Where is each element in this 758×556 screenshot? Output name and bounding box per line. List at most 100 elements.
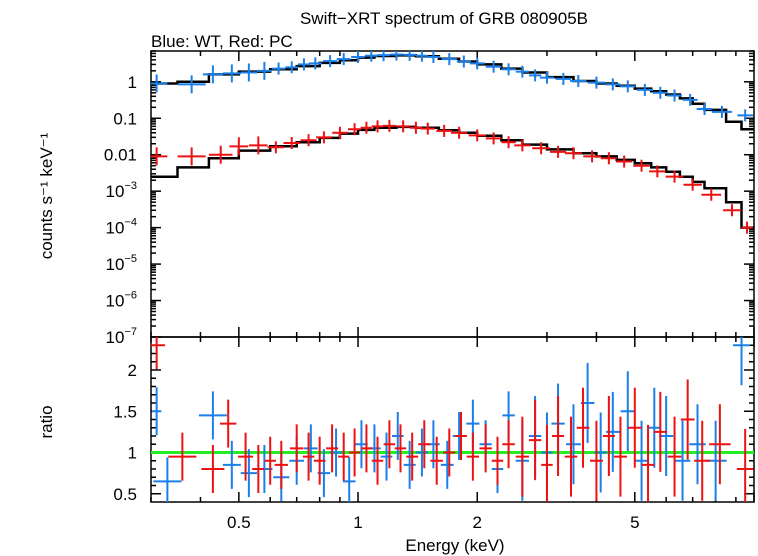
- data-point-pc: [229, 137, 249, 156]
- data-point-wt: [501, 63, 516, 76]
- ratio-point-pc: [552, 396, 565, 476]
- data-point-wt: [456, 55, 471, 68]
- data-point-pc: [409, 121, 423, 134]
- data-point-pc: [360, 121, 373, 134]
- data-point-pc: [267, 141, 285, 154]
- ratio-frame: [150, 336, 755, 503]
- ratio-point-pc: [736, 429, 754, 502]
- data-point-wt: [222, 64, 241, 83]
- data-point-wt: [528, 69, 542, 82]
- ratio-data: [151, 337, 754, 502]
- spectrum-data: [151, 51, 754, 234]
- ratio-point-pc: [680, 379, 695, 460]
- data-point-wt: [696, 102, 713, 115]
- ratio-point-pc: [348, 428, 361, 477]
- data-point-wt: [667, 89, 683, 102]
- data-point-pc: [485, 132, 502, 145]
- data-point-wt: [151, 74, 168, 93]
- data-point-pc: [436, 124, 452, 137]
- ratio-point-pc: [589, 420, 603, 501]
- data-point-pc: [177, 147, 206, 166]
- data-point-pc: [450, 126, 468, 139]
- ratio-point-pc: [641, 424, 655, 502]
- y-tick-label: 0.01: [104, 146, 137, 165]
- ratio-point-pc: [455, 412, 467, 460]
- chart-title: Swift−XRT spectrum of GRB 080905B: [300, 9, 588, 28]
- x-tick-label: 2: [473, 513, 482, 532]
- ratio-point-wt: [674, 420, 691, 501]
- ratio-point-wt: [222, 440, 241, 489]
- data-point-wt: [240, 63, 257, 82]
- data-point-pc: [501, 136, 516, 149]
- y-tick-label: 10−6: [106, 290, 137, 311]
- spectrum-y-axis-label: counts s⁻¹ keV⁻¹: [37, 132, 56, 259]
- data-point-wt: [469, 57, 485, 70]
- ratio-point-pc: [627, 387, 642, 468]
- ratio-point-pc: [360, 424, 373, 473]
- data-point-wt: [308, 57, 322, 70]
- ratio-point-wt: [304, 424, 318, 473]
- ratio-point-wt: [380, 432, 393, 481]
- data-point-wt: [570, 75, 587, 88]
- chart-subtitle: Blue: WT, Red: PC: [151, 32, 293, 51]
- ratio-point-pc: [515, 416, 529, 497]
- ratio-point-pc: [313, 436, 326, 485]
- data-point-pc: [532, 142, 551, 155]
- ratio-point-pc: [274, 440, 288, 489]
- data-point-wt: [322, 55, 338, 68]
- data-point-wt: [202, 65, 223, 84]
- ratio-point-pc: [541, 424, 553, 502]
- data-point-pc: [347, 123, 362, 136]
- ratio-panel: 0.5 1 2 5 0.5 1 1.5 2: [113, 336, 755, 532]
- ratio-point-wt: [342, 457, 356, 502]
- data-point-wt: [177, 75, 206, 94]
- ratio-point-pc: [394, 424, 407, 473]
- data-point-pc: [316, 131, 332, 144]
- data-point-pc: [723, 204, 741, 217]
- data-point-pc: [701, 188, 722, 201]
- x-tick-label: 0.5: [227, 513, 251, 532]
- ratio-y-axis-label: ratio: [37, 405, 56, 438]
- data-point-wt: [256, 61, 272, 80]
- data-point-wt: [539, 71, 555, 84]
- data-point-wt: [619, 80, 636, 93]
- ratio-point-pc: [443, 428, 456, 477]
- x-tick-label: 5: [630, 513, 639, 532]
- data-point-pc: [332, 126, 348, 139]
- ratio-point-pc: [220, 399, 237, 448]
- ratio-point-wt: [634, 420, 649, 501]
- ratio-point-pc: [576, 387, 590, 468]
- data-point-pc: [514, 139, 531, 152]
- y-tick-label: 10−3: [106, 180, 137, 201]
- data-point-wt: [377, 51, 390, 62]
- data-point-wt: [441, 53, 457, 66]
- ratio-point-pc: [602, 396, 615, 476]
- spectrum-panel: 1 0.1 0.01 10−3 10−4 10−5 10−6 10−7: [104, 50, 755, 347]
- ratio-point-pc: [289, 424, 304, 473]
- y-tick-label: 1: [128, 73, 137, 92]
- data-point-wt: [515, 65, 529, 78]
- ratio-point-pc: [151, 337, 166, 370]
- data-point-wt: [389, 51, 403, 61]
- ratio-y-tick-label: 2: [128, 361, 137, 380]
- data-point-pc: [420, 122, 435, 135]
- x-tick-label: 1: [353, 513, 362, 532]
- data-point-pc: [249, 136, 268, 155]
- ratio-point-pc: [383, 420, 396, 469]
- ratio-point-wt: [733, 337, 750, 386]
- ratio-point-pc: [430, 436, 443, 485]
- data-point-wt: [555, 72, 572, 85]
- data-point-wt: [711, 105, 733, 118]
- ratio-point-pc: [667, 416, 682, 497]
- ratio-point-pc: [238, 432, 254, 481]
- data-point-wt: [415, 51, 428, 62]
- data-point-wt: [285, 61, 299, 74]
- data-point-pc: [600, 152, 617, 165]
- ratio-point-pc: [338, 432, 350, 481]
- data-point-pc: [468, 129, 486, 142]
- ratio-point-pc: [653, 391, 667, 472]
- ratio-point-pc: [709, 404, 731, 485]
- ratio-point-pc: [406, 432, 419, 481]
- ratio-point-wt: [198, 391, 227, 440]
